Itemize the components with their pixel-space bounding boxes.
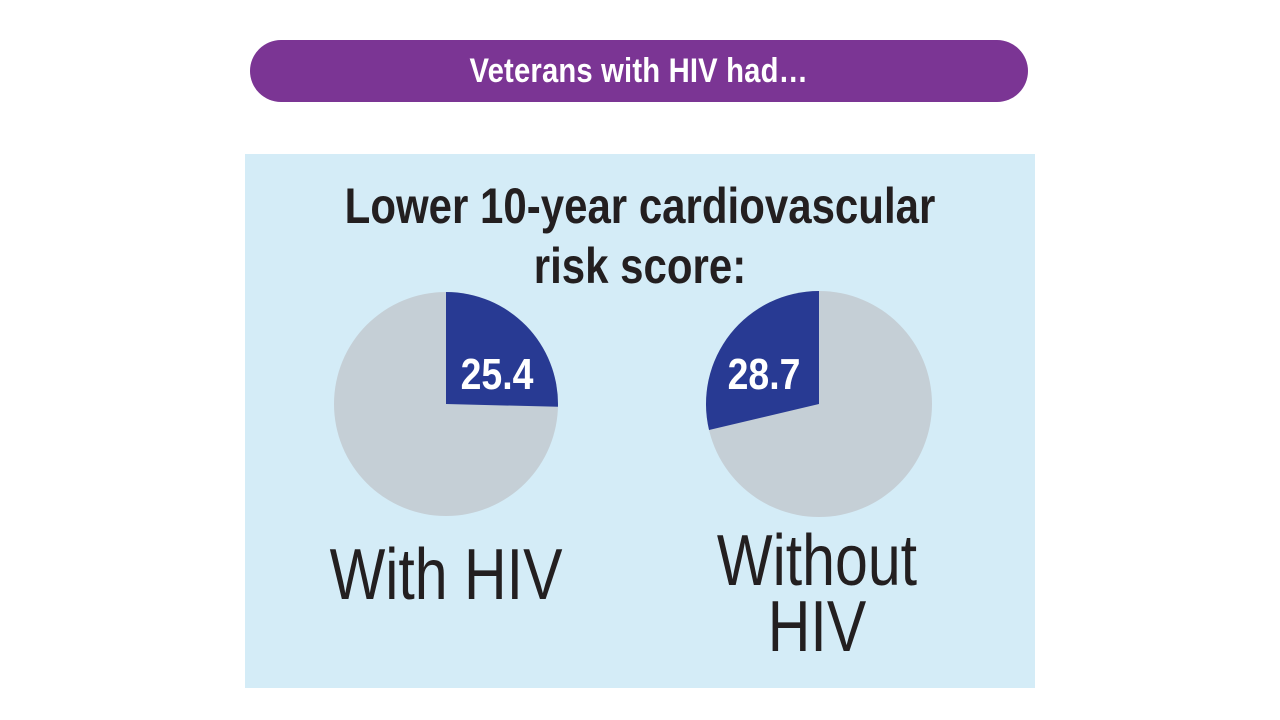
pie-with-hiv-label: With HIV	[329, 535, 563, 615]
header-banner: Veterans with HIV had…	[250, 40, 1028, 102]
chart-title-text: Lower 10-year cardiovascular risk score:	[344, 178, 936, 294]
banner-text: Veterans with HIV had…	[469, 51, 809, 90]
pie-with-hiv: 25.4	[334, 292, 558, 516]
chart-title: Lower 10-year cardiovascular risk score:	[245, 176, 1035, 296]
pie-without-hiv-value-label: 28.7	[728, 349, 801, 399]
pie-without-hiv: 28.7	[706, 291, 932, 517]
pie-with-hiv-value-label: 25.4	[461, 349, 534, 399]
pie-without-hiv-slice	[706, 291, 819, 431]
pie-with-hiv-slice	[446, 292, 558, 407]
pie-charts: 25.4 28.7	[334, 291, 932, 517]
chart-panel: Lower 10-year cardiovascular risk score:…	[245, 154, 1035, 688]
pie-without-hiv-label: Without HIV	[716, 521, 918, 667]
